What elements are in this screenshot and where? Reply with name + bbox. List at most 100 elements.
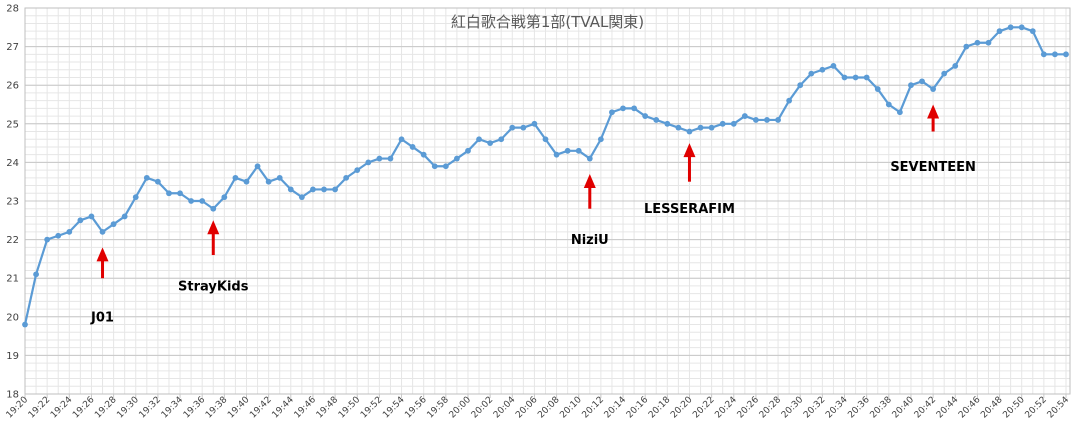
x-tick-label: 20:18 <box>647 395 673 421</box>
x-tick-label: 20:28 <box>758 395 784 421</box>
x-tick-label: 20:06 <box>514 395 540 421</box>
x-tick-label: 19:44 <box>270 395 296 421</box>
data-point <box>764 117 770 123</box>
data-point <box>1018 24 1025 31</box>
data-point <box>33 271 39 278</box>
x-tick-label: 20:00 <box>448 395 474 421</box>
x-tick-label: 20:20 <box>669 395 695 421</box>
data-point <box>941 70 948 77</box>
y-tick-label: 24 <box>6 158 19 169</box>
x-tick-label: 19:26 <box>71 395 97 421</box>
data-point <box>199 198 206 204</box>
data-point <box>896 109 903 116</box>
x-tick-label: 20:12 <box>581 395 606 420</box>
data-point <box>487 140 494 147</box>
data-point <box>343 174 350 181</box>
x-tick-label: 20:36 <box>846 395 872 421</box>
data-point <box>797 82 804 89</box>
data-point <box>221 194 228 201</box>
data-point <box>930 86 937 92</box>
annotation-label: SEVENTEEN <box>890 160 976 175</box>
data-point <box>243 178 250 185</box>
x-tick-label: 19:56 <box>403 395 429 421</box>
x-tick-label: 19:36 <box>182 395 208 421</box>
plot-area-border <box>24 7 1071 395</box>
data-point <box>442 163 449 170</box>
data-point <box>996 28 1003 35</box>
data-point <box>110 221 117 228</box>
data-point <box>310 186 316 193</box>
data-point <box>1029 28 1036 35</box>
data-point <box>564 147 571 154</box>
data-point <box>22 321 28 328</box>
data-point <box>686 128 693 135</box>
data-point <box>476 136 482 143</box>
data-point <box>664 120 671 127</box>
x-tick-label: 20:46 <box>957 395 983 421</box>
data-point <box>841 74 848 81</box>
annotation-arrowhead <box>583 173 596 188</box>
x-tick-label: 20:14 <box>603 395 629 421</box>
annotations: J01 StrayKids NiziU LESSERAFIM SEVENTEEN <box>90 104 976 325</box>
data-point <box>531 120 538 127</box>
data-point <box>254 163 261 170</box>
data-point <box>730 120 737 127</box>
data-point <box>365 159 372 166</box>
y-tick-label: 21 <box>6 274 19 285</box>
x-tick-label: 20:22 <box>691 395 716 420</box>
x-tick-label: 19:34 <box>160 395 186 421</box>
x-tick-label: 19:46 <box>293 395 319 421</box>
data-point <box>741 113 748 119</box>
x-tick-label: 20:30 <box>780 395 806 421</box>
data-point <box>55 232 62 239</box>
x-axis-tick-labels: 19:2019:2219:2419:2619:2819:3019:3219:34… <box>5 394 1071 421</box>
x-tick-label: 20:38 <box>869 395 895 421</box>
data-point <box>819 66 826 73</box>
data-point <box>121 213 128 220</box>
major-grid <box>25 7 1070 395</box>
x-tick-label: 20:16 <box>625 395 651 421</box>
x-tick-label: 20:08 <box>536 395 562 421</box>
data-point <box>465 147 471 154</box>
data-point <box>265 178 272 185</box>
data-point <box>952 63 959 69</box>
data-point <box>653 117 660 123</box>
data-point <box>852 74 859 81</box>
x-tick-label: 20:04 <box>492 395 518 421</box>
data-point <box>885 101 892 108</box>
x-tick-label: 20:44 <box>935 395 961 421</box>
data-point <box>154 178 161 185</box>
x-tick-label: 20:02 <box>470 395 495 420</box>
data-point <box>498 136 505 143</box>
x-tick-label: 20:52 <box>1024 395 1049 420</box>
data-point <box>775 117 781 123</box>
x-tick-label: 20:10 <box>558 395 584 421</box>
x-tick-label: 19:24 <box>49 395 75 421</box>
data-point <box>387 155 394 162</box>
x-tick-label: 19:22 <box>27 395 52 420</box>
data-point <box>66 228 73 235</box>
data-point <box>188 198 195 204</box>
data-point <box>44 236 51 243</box>
data-point <box>631 105 637 112</box>
annotation-label: LESSERAFIM <box>644 202 735 217</box>
y-tick-label: 22 <box>6 235 19 246</box>
x-tick-label: 19:52 <box>359 395 384 420</box>
y-tick-label: 18 <box>6 390 19 401</box>
x-tick-label: 20:32 <box>802 395 827 420</box>
data-point <box>332 186 338 193</box>
data-point <box>99 228 106 235</box>
data-point <box>1063 51 1069 58</box>
x-tick-label: 19:58 <box>426 395 452 421</box>
data-point <box>575 147 582 154</box>
data-point <box>675 124 682 131</box>
data-point <box>542 136 549 143</box>
x-tick-label: 20:48 <box>979 395 1005 421</box>
data-point <box>830 63 837 69</box>
data-point <box>620 105 626 112</box>
data-point <box>431 163 438 170</box>
data-point <box>963 43 970 50</box>
data-point <box>697 124 704 131</box>
x-tick-label: 19:28 <box>93 395 119 421</box>
data-point <box>609 109 615 116</box>
